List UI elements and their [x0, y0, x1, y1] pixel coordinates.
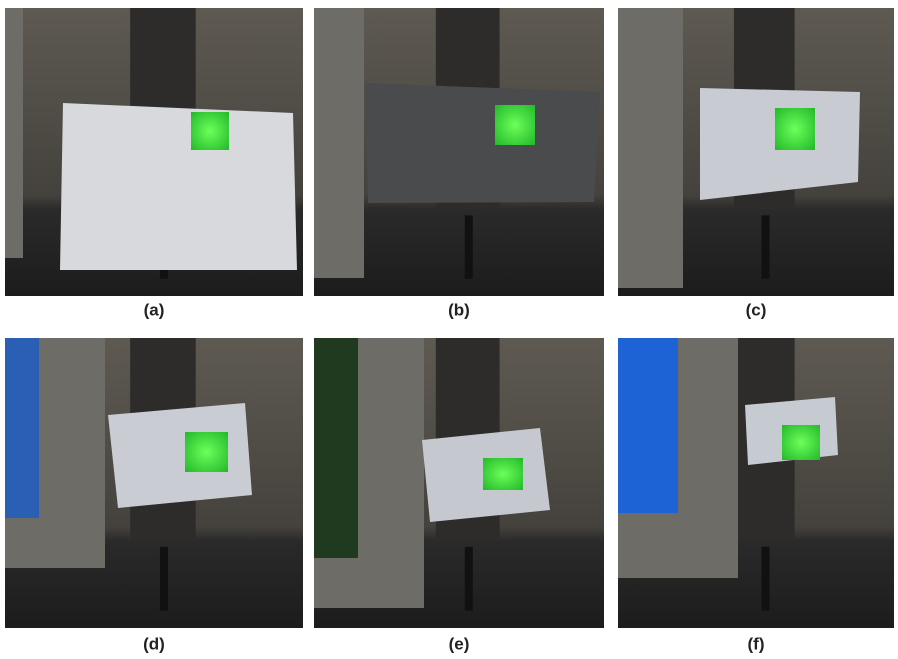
monitor: [618, 8, 683, 288]
stand: [762, 547, 770, 611]
panel-label: (c): [746, 300, 767, 319]
paper: [108, 403, 252, 508]
monitor: [5, 8, 23, 258]
stand: [465, 547, 473, 611]
paper: [60, 103, 297, 270]
figure: (a) (b) (c) (d) (e) (f): [0, 0, 898, 659]
panel-label: (e): [449, 634, 470, 653]
laser-spot: [483, 458, 523, 490]
panel-label: (b): [448, 300, 470, 319]
laser-spot: [185, 432, 228, 472]
monitor: [314, 8, 364, 278]
panel-label: (f): [748, 634, 765, 653]
screen: [5, 338, 39, 518]
stand: [762, 215, 770, 278]
panel-label: (a): [144, 300, 165, 319]
laser-spot: [782, 425, 820, 460]
paper: [365, 83, 600, 203]
laser-spot: [775, 108, 815, 150]
screen: [314, 338, 358, 558]
laser-spot: [495, 105, 535, 145]
screen: [618, 338, 678, 513]
panel-label: (d): [143, 634, 165, 653]
stand: [465, 215, 473, 278]
stand: [160, 547, 168, 611]
laser-spot: [191, 112, 229, 150]
